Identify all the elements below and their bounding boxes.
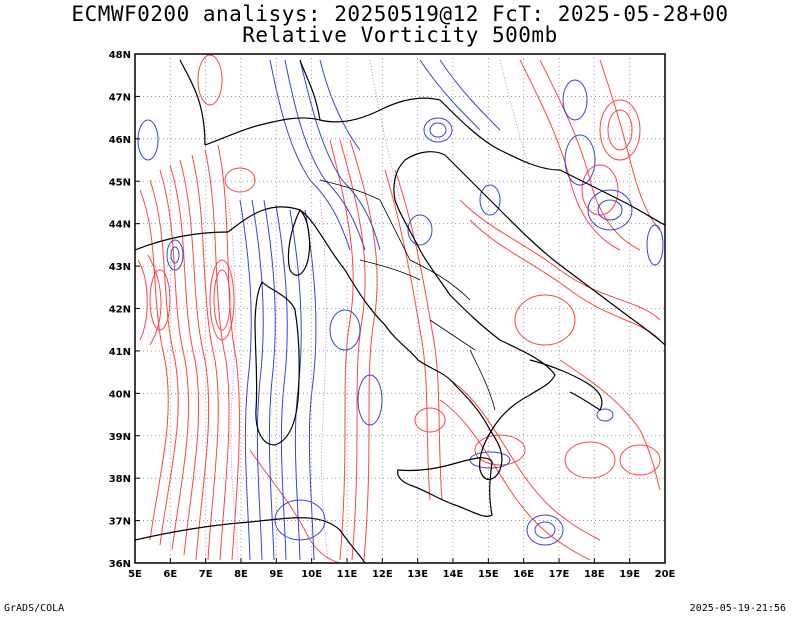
lon-tick-label: 5E — [128, 569, 142, 580]
footer-credit: GrADS/COLA — [4, 603, 65, 614]
lat-tick-label: 40N — [109, 389, 131, 400]
lon-tick-label: 17E — [549, 569, 570, 580]
title-line-2: Relative Vorticity 500mb — [242, 23, 558, 47]
lon-tick-label: 12E — [372, 569, 393, 580]
lat-tick-label: 44N — [109, 220, 131, 231]
lon-tick-label: 18E — [584, 569, 605, 580]
contour-layer — [135, 54, 665, 563]
lon-tick-label: 14E — [443, 569, 464, 580]
africa-coast — [135, 517, 366, 563]
grid-lines — [135, 54, 665, 563]
axis-ticks: 5E 6E 7E 8E 9E 10E 11E 12E 13E 14E 15E 16E 17E 18E 19E… — [109, 50, 676, 580]
lon-tick-label: 19E — [619, 569, 640, 580]
north-border-1 — [179, 59, 206, 146]
regional-borders — [319, 179, 496, 411]
lon-tick-label: 15E — [478, 569, 499, 580]
lon-tick-label: 11E — [337, 569, 358, 580]
lon-tick-label: 9E — [269, 569, 283, 580]
lat-tick-label: 48N — [109, 50, 131, 61]
zero-contours — [227, 59, 531, 561]
north-border-2 — [299, 59, 321, 121]
lat-tick-label: 41N — [109, 347, 131, 358]
heel-coast — [529, 359, 603, 411]
lon-tick-label: 13E — [407, 569, 428, 580]
footer-timestamp: 2025-05-19-21:56 — [689, 603, 786, 614]
lat-tick-label: 39N — [109, 432, 131, 443]
negative-vorticity-contours — [137, 59, 664, 561]
coastlines — [135, 59, 665, 563]
lat-tick-label: 47N — [109, 92, 131, 103]
alps-border — [204, 97, 441, 146]
corsica — [287, 208, 311, 276]
lat-tick-label: 46N — [109, 135, 131, 146]
lat-tick-label: 36N — [109, 559, 131, 570]
lat-tick-label: 43N — [109, 262, 131, 273]
adriatic-east-coast — [444, 154, 665, 346]
lat-tick-label: 42N — [109, 305, 131, 316]
italy-peninsula-coast — [227, 151, 556, 480]
lat-tick-label: 37N — [109, 517, 131, 528]
lon-tick-label: 10E — [301, 569, 322, 580]
lon-tick-label: 16E — [513, 569, 534, 580]
lon-tick-label: 7E — [199, 569, 213, 580]
balkan-border — [559, 169, 665, 226]
lon-tick-label: 6E — [163, 569, 177, 580]
positive-vorticity-contours — [137, 54, 661, 563]
lat-tick-label: 45N — [109, 177, 131, 188]
france-coast — [135, 231, 229, 251]
sicily — [397, 457, 493, 517]
title-line-1: ECMWF0200 analisys: 20250519@12 FcT: 202… — [71, 2, 729, 26]
lon-tick-label: 8E — [234, 569, 248, 580]
north-border-3 — [439, 99, 561, 171]
sardinia — [254, 280, 300, 446]
lat-tick-label: 38N — [109, 474, 131, 485]
lon-tick-label: 20E — [655, 569, 676, 580]
